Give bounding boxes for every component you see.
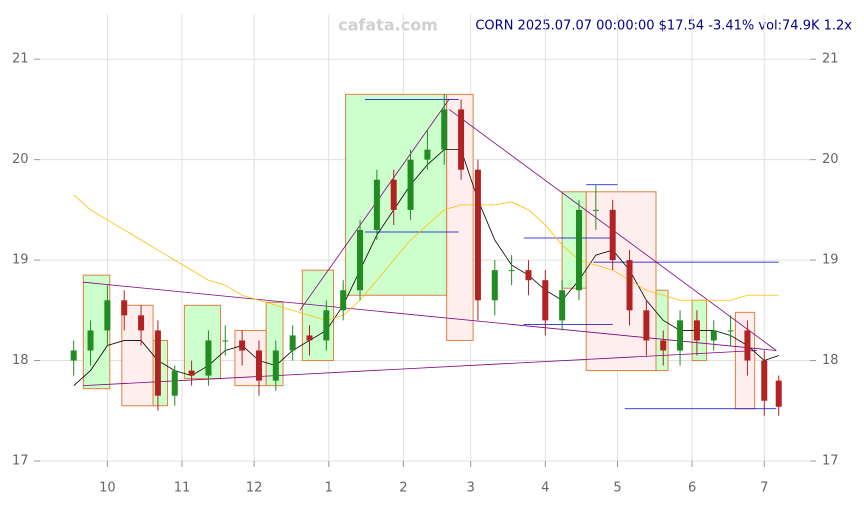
y-tick-label: 19 xyxy=(822,253,839,268)
candle-body xyxy=(390,179,397,210)
x-tick-label: 12 xyxy=(246,481,263,496)
y-tick-label: 20 xyxy=(822,152,839,167)
candle-body xyxy=(205,340,212,376)
box xyxy=(82,274,111,390)
candle-body xyxy=(508,270,515,272)
candle-body xyxy=(138,315,145,331)
candle-body xyxy=(373,179,380,230)
trend-line xyxy=(83,350,758,387)
x-tick-label: 2 xyxy=(399,481,407,496)
candle-body xyxy=(424,149,431,160)
candle-body xyxy=(441,109,448,150)
x-tick-label: 1 xyxy=(325,481,333,496)
moving-average xyxy=(73,194,779,321)
x-tick-label: 4 xyxy=(541,481,549,496)
candle-body xyxy=(154,330,161,396)
candle-body xyxy=(775,380,782,407)
candle-body xyxy=(474,169,481,301)
y-tick-label: 17 xyxy=(12,454,29,469)
candle-body xyxy=(70,350,77,361)
candle-body xyxy=(87,330,94,351)
y-tick-label: 18 xyxy=(822,353,839,368)
x-tick-label: 7 xyxy=(760,481,768,496)
box xyxy=(585,191,657,372)
box xyxy=(446,93,474,341)
candle-body xyxy=(609,209,616,261)
y-tick-label: 21 xyxy=(822,52,839,67)
candle-body xyxy=(239,340,246,351)
watermark: cafata.com xyxy=(338,16,438,35)
candle-body xyxy=(289,335,296,351)
candle-body xyxy=(491,270,498,301)
candle-body xyxy=(340,290,347,311)
candle-body xyxy=(222,340,229,342)
candle-body xyxy=(171,370,178,396)
y-tick-label: 20 xyxy=(12,152,29,167)
candle-body xyxy=(458,109,465,170)
candle-body xyxy=(407,159,414,210)
candle-body xyxy=(677,320,684,351)
candle-body xyxy=(727,330,734,332)
x-tick-label: 3 xyxy=(467,481,475,496)
candle-body xyxy=(306,335,313,341)
trend-line xyxy=(83,281,777,351)
candle-body xyxy=(542,280,549,321)
y-tick-label: 21 xyxy=(12,52,29,67)
y-tick-label: 17 xyxy=(822,454,839,469)
x-tick-label: 10 xyxy=(99,481,116,496)
candle-body xyxy=(761,360,768,401)
candle-body xyxy=(576,209,582,291)
candle-body xyxy=(710,330,717,341)
candle-body xyxy=(188,370,195,376)
candle-body xyxy=(559,290,566,321)
candle-body xyxy=(592,209,599,211)
candle-body xyxy=(660,340,667,351)
candle-body xyxy=(643,310,650,341)
x-tick-label: 6 xyxy=(688,481,696,496)
candle-body xyxy=(255,350,262,381)
candle-body xyxy=(323,310,330,341)
candle-body xyxy=(626,260,633,311)
x-tick-label: 5 xyxy=(613,481,621,496)
box xyxy=(183,304,221,380)
candle-body xyxy=(104,300,111,331)
y-tick-label: 18 xyxy=(12,353,29,368)
box xyxy=(655,289,669,372)
candle-body xyxy=(525,270,532,281)
x-tick-label: 11 xyxy=(174,481,191,496)
box xyxy=(121,304,154,407)
candle-body xyxy=(744,330,751,361)
candle-body xyxy=(357,229,364,291)
candle-body xyxy=(272,350,279,381)
candle-body xyxy=(693,320,700,341)
chart-title: CORN 2025.07.07 00:00:00 $17.54 -3.41% v… xyxy=(475,19,852,34)
candle-body xyxy=(121,300,128,316)
box xyxy=(265,301,284,387)
box xyxy=(561,191,587,289)
y-tick-label: 19 xyxy=(12,253,29,268)
